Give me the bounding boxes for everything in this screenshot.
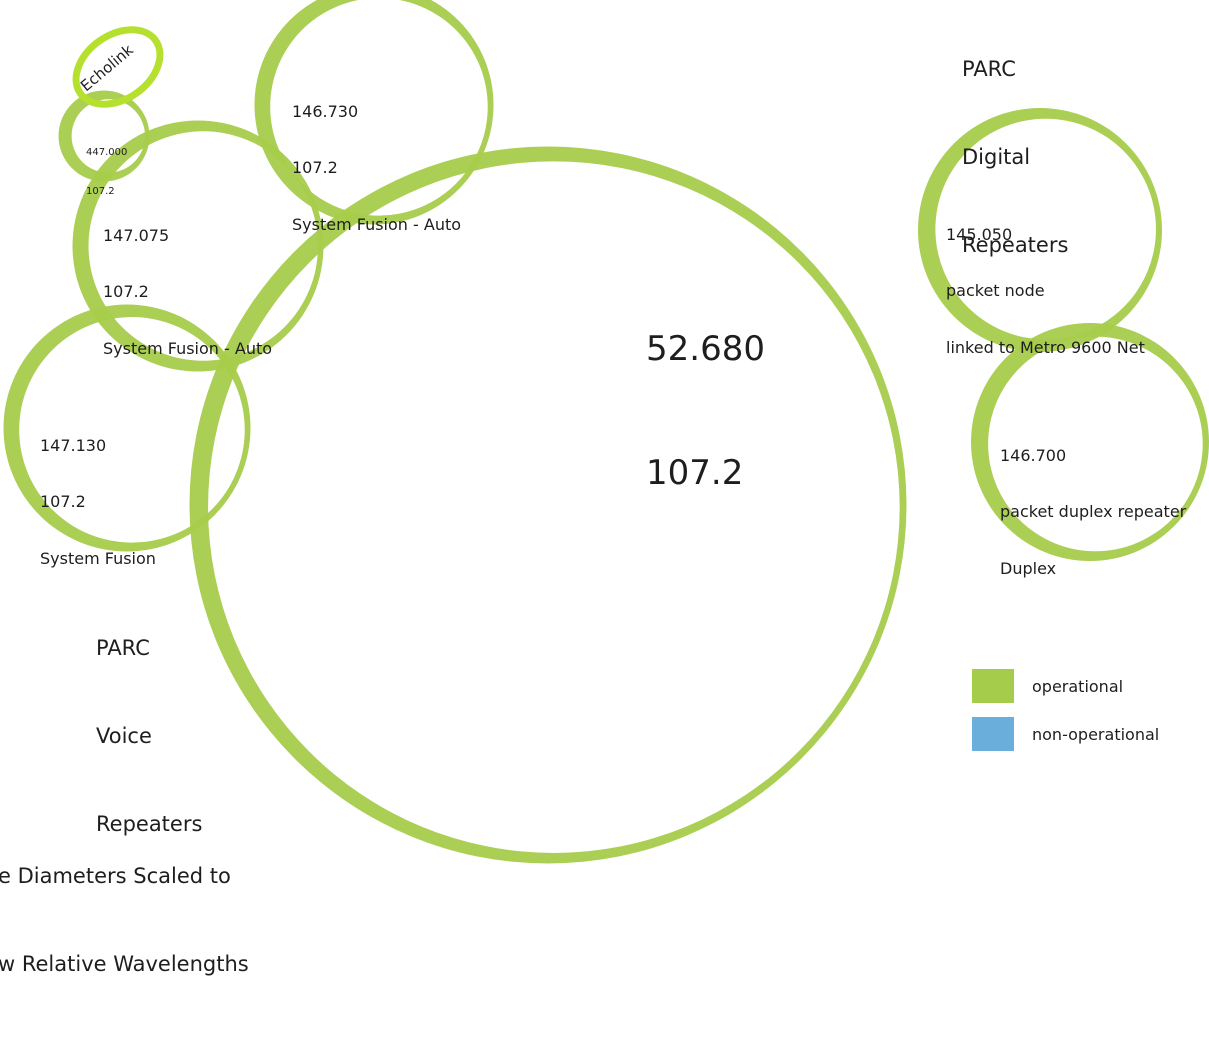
tone: 107.2 xyxy=(86,186,115,197)
mode: System Fusion - Auto xyxy=(292,215,462,234)
operational-swatch xyxy=(972,669,1014,703)
frequency: 146.700 xyxy=(1000,445,1067,465)
echolink-ring xyxy=(72,26,164,108)
repeater-146700-label: 146.700 packet duplex repeater Duplex xyxy=(1000,409,1186,617)
repeater-447000-label: 447.000 107.2 xyxy=(86,120,127,224)
caption-line: w Relative Wavelengths xyxy=(0,951,249,976)
frequency: 146.730 xyxy=(292,101,359,121)
heading-line: Repeaters xyxy=(96,812,203,837)
heading-line: Digital xyxy=(962,144,1031,169)
mode: Duplex xyxy=(1000,559,1057,578)
legend-non-operational: non-operational xyxy=(972,717,1159,751)
repeater-146730-label: 146.730 107.2 System Fusion - Auto xyxy=(292,65,461,273)
frequency: 145.050 xyxy=(946,224,1013,244)
digital-repeaters-heading: PARC Digital Repeaters xyxy=(962,0,1068,319)
tone: 107.2 xyxy=(292,158,338,178)
frequency: 52.680 xyxy=(646,328,765,369)
legend-operational: operational xyxy=(972,669,1123,703)
frequency: 447.000 xyxy=(86,147,128,158)
repeater-diagram: Echolink 52.680 107.2 146.730 107.2 Syst… xyxy=(0,0,1209,976)
description: packet node xyxy=(946,281,1045,301)
heading-line: Voice xyxy=(96,723,152,748)
mode: System Fusion - Auto xyxy=(103,339,273,358)
frequency: 147.130 xyxy=(40,435,107,455)
mode: System Fusion xyxy=(40,549,156,568)
scale-caption: e Diameters Scaled to w Relative Wavelen… xyxy=(0,803,249,1038)
heading-line: PARC xyxy=(96,635,150,660)
non-operational-swatch xyxy=(972,717,1014,751)
repeater-52680-label: 52.680 107.2 xyxy=(646,246,765,578)
repeater-145050-label: 145.050 packet node linked to Metro 9600… xyxy=(946,188,1145,396)
circles-layer: Echolink xyxy=(3,0,1209,864)
tone: 107.2 xyxy=(646,453,744,494)
description: packet duplex repeater xyxy=(1000,502,1187,522)
legend-label: non-operational xyxy=(1032,724,1160,744)
tone: 107.2 xyxy=(103,282,149,302)
repeater-147130-label: 147.130 107.2 System Fusion xyxy=(40,399,156,607)
heading-line: PARC xyxy=(962,56,1016,81)
tone: 107.2 xyxy=(40,492,86,512)
voice-repeaters-heading: PARC Voice Repeaters xyxy=(96,575,202,898)
legend-label: operational xyxy=(1032,676,1124,696)
repeater-147075-label: 147.075 107.2 System Fusion - Auto xyxy=(103,189,272,397)
link-info: linked to Metro 9600 Net xyxy=(946,338,1145,357)
frequency: 147.075 xyxy=(103,225,170,245)
caption-line: e Diameters Scaled to xyxy=(0,863,231,888)
heading-line: Repeaters xyxy=(962,233,1069,258)
